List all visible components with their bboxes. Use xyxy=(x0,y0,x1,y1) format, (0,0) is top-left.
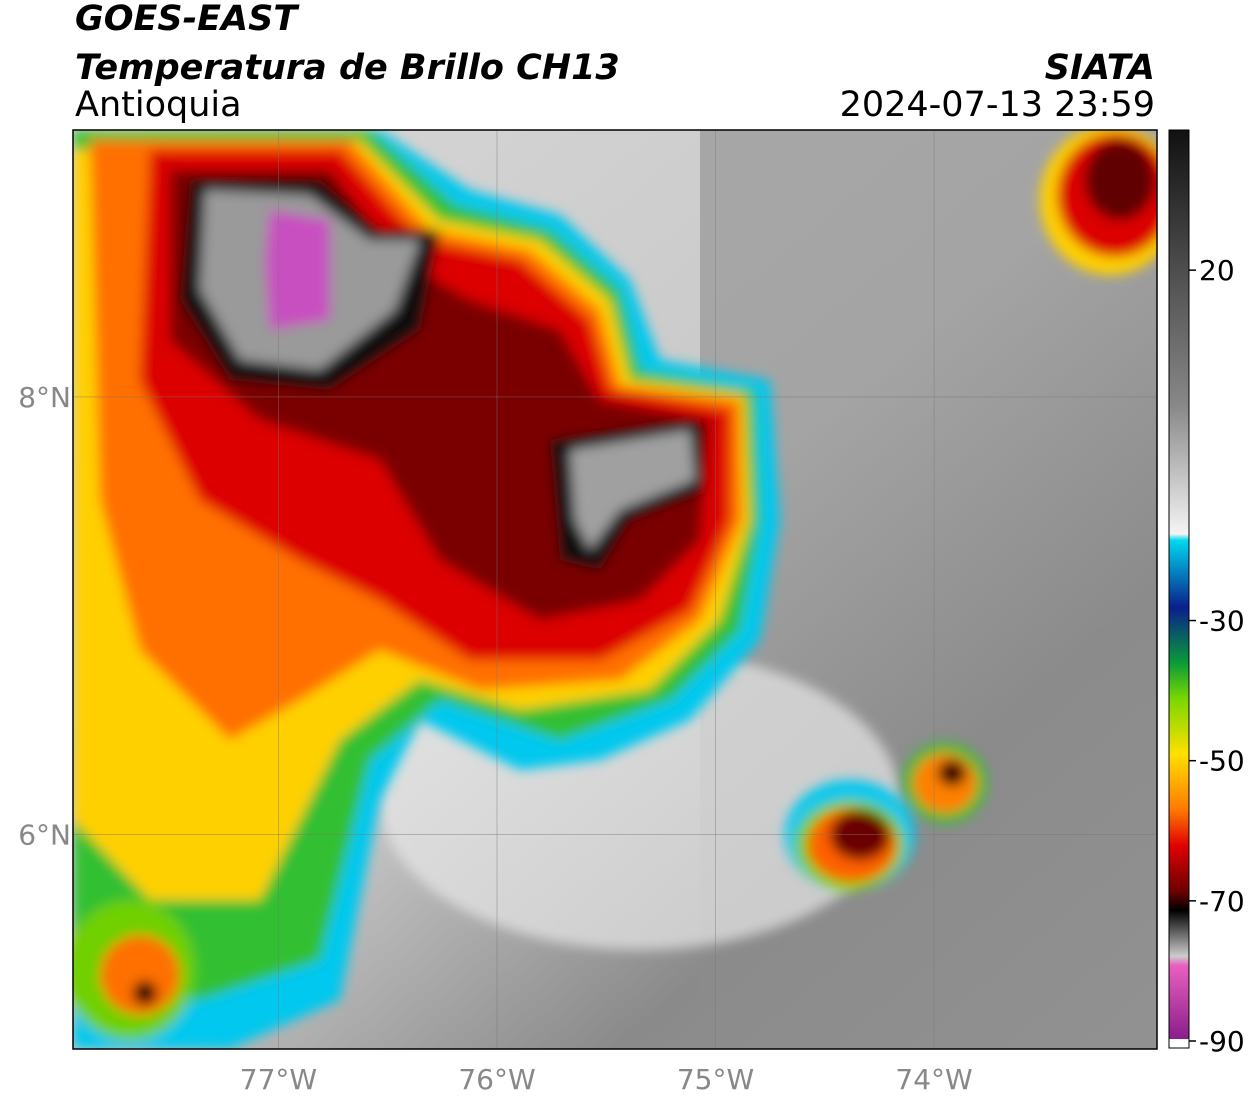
lon-label: 75°W xyxy=(677,1063,754,1096)
lon-label: 77°W xyxy=(240,1063,317,1096)
colorbar-tick-label: -30 xyxy=(1199,605,1245,638)
region: Antioquia xyxy=(75,85,242,125)
product-title: Temperatura de Brillo CH13 xyxy=(75,48,620,88)
colorbar-tick-label: -70 xyxy=(1199,885,1245,918)
map-frame xyxy=(72,129,1158,1050)
lat-label: 6°N xyxy=(18,819,71,852)
satellite-image xyxy=(73,130,1157,1049)
colorbar-tick-label: 20 xyxy=(1199,254,1235,287)
lat-label: 8°N xyxy=(18,381,71,414)
satellite-name: GOES-EAST xyxy=(75,0,300,39)
colorbar-tick-label: -90 xyxy=(1199,1025,1245,1058)
lon-label: 76°W xyxy=(458,1063,535,1096)
source: SIATA xyxy=(1045,48,1155,88)
datetime: 2024-07-13 23:59 xyxy=(840,85,1155,125)
colorbar-tick-label: -50 xyxy=(1199,745,1245,778)
colorbar xyxy=(1168,129,1190,1049)
graticule xyxy=(73,130,1157,1049)
lon-label: 74°W xyxy=(895,1063,972,1096)
